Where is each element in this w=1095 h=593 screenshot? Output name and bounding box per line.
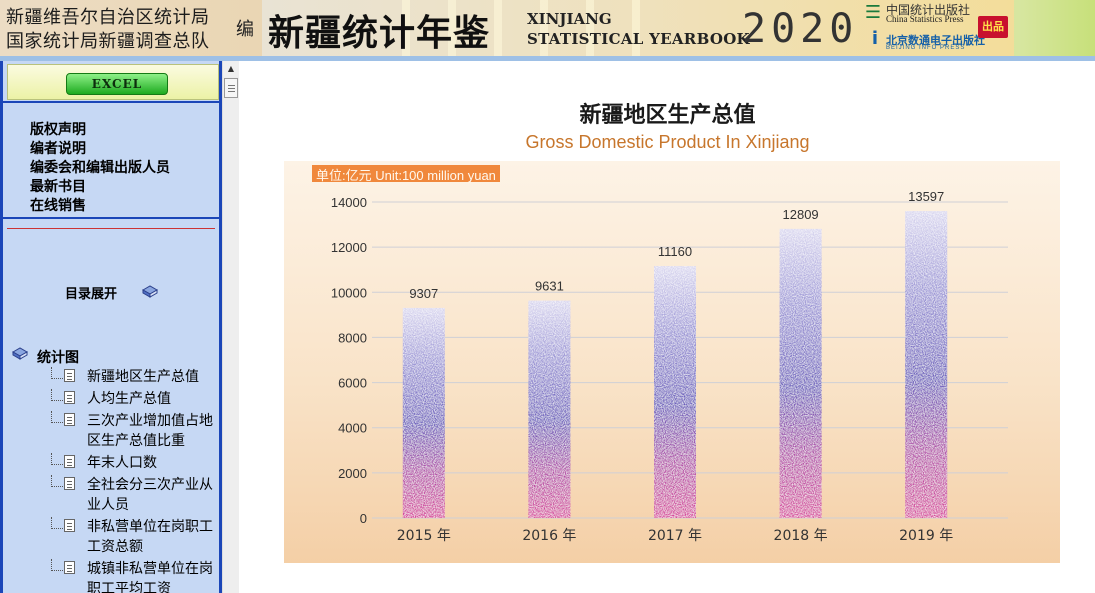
sidebar: EXCEL 版权声明 编者说明 编委会和编辑出版人员 最新书目 在线销售 目录展…: [0, 61, 222, 593]
tree-item-label[interactable]: 城镇非私营单位在岗职工平均工资: [87, 561, 213, 593]
document-icon: [64, 369, 75, 382]
y-tick-label: 10000: [331, 285, 367, 300]
publisher2-name-en: BEIJING INFO PRESS: [886, 45, 966, 51]
books-icon[interactable]: [11, 345, 29, 361]
x-tick-label: 2015 年: [397, 528, 451, 544]
sidebar-scrollbar[interactable]: ▲: [222, 61, 239, 593]
link-copyright[interactable]: 版权声明: [30, 122, 86, 138]
y-tick-label: 4000: [338, 421, 367, 436]
link-new-books[interactable]: 最新书目: [30, 179, 86, 195]
y-tick-label: 0: [360, 511, 367, 526]
link-editor-notes[interactable]: 编者说明: [30, 141, 86, 157]
tree-item-label[interactable]: 新疆地区生产总值: [87, 369, 199, 385]
tree-connector: [51, 559, 65, 571]
sidebar-divider: [3, 101, 219, 103]
tree-connector: [51, 453, 65, 465]
bar: [779, 228, 822, 518]
y-tick-label: 8000: [338, 330, 367, 345]
document-icon: [64, 519, 75, 532]
header-banner: 新疆维吾尔自治区统计局 国家统计局新疆调查总队 编 新疆统计年鉴 XINJIAN…: [0, 0, 1095, 56]
excel-panel: EXCEL: [7, 64, 219, 100]
china-statistics-press-icon: ☰: [864, 2, 882, 23]
chart-panel: 0 2000 4000 6000 8000 10000 12000 14000 9307 2015…: [240, 61, 1095, 593]
tree-item[interactable]: 非私营单位在岗职工工资总额: [47, 517, 217, 557]
product-badge: 出品: [978, 16, 1008, 38]
tree-item[interactable]: 全社会分三次产业从业人员: [47, 475, 217, 515]
scroll-up-arrow-icon[interactable]: ▲: [223, 61, 239, 77]
beijing-info-press-icon: i: [871, 28, 879, 49]
y-tick-label: 6000: [338, 376, 367, 391]
tree-connector: [51, 517, 65, 529]
y-tick-label: 2000: [338, 466, 367, 481]
tree-item-label[interactable]: 全社会分三次产业从业人员: [87, 477, 213, 513]
tree-item[interactable]: 城镇非私营单位在岗职工平均工资: [47, 559, 217, 593]
bar-value-label: 9631: [535, 279, 564, 294]
document-icon: [64, 391, 75, 404]
bar-value-label: 11160: [658, 244, 692, 259]
yearbook-title-en-line2: STATISTICAL YEARBOOK: [527, 30, 750, 48]
org-name-1: 新疆维吾尔自治区统计局: [6, 7, 210, 28]
bar-chart: 0 2000 4000 6000 8000 10000 12000 14000 9307 2015…: [284, 161, 1060, 563]
bar-value-label: 13597: [908, 189, 944, 204]
link-editorial-board[interactable]: 编委会和编辑出版人员: [30, 160, 170, 176]
publisher-logos: ☰ 中国统计出版社 China Statistics Press i 北京数通电…: [862, 0, 1014, 56]
tree-item[interactable]: 人均生产总值: [47, 389, 217, 409]
excel-button[interactable]: EXCEL: [66, 73, 168, 95]
link-online-sales[interactable]: 在线销售: [30, 198, 86, 214]
org-name-2: 国家统计局新疆调查总队: [6, 31, 210, 52]
bar-value-label: 12809: [783, 207, 819, 222]
toc-expand-link[interactable]: 目录展开: [65, 287, 118, 302]
document-icon: [64, 477, 75, 490]
x-tick-label: 2017 年: [648, 528, 702, 544]
tree-connector: [51, 475, 65, 487]
publisher1-name-cn: 中国统计出版社: [886, 3, 971, 17]
tree-item[interactable]: 年末人口数: [47, 453, 217, 473]
unit-label: 单位:亿元 Unit:100 million yuan: [316, 168, 496, 183]
x-tick-label: 2018 年: [774, 528, 828, 544]
tree-item[interactable]: 三次产业增加值占地区生产总值比重: [47, 411, 217, 451]
scrollbar-thumb[interactable]: [224, 78, 238, 98]
x-tick-label: 2019 年: [899, 528, 953, 544]
tree-connector: [51, 367, 65, 379]
yearbook-title-cn: 新疆统计年鉴: [268, 13, 491, 54]
sidebar-red-rule: [7, 228, 215, 229]
publisher2-name-cn: 北京数通电子出版社: [886, 34, 985, 47]
document-icon: [64, 455, 75, 468]
tree-connector: [51, 411, 65, 423]
chart-bars: [402, 211, 948, 518]
unit-tag: 单位:亿元 Unit:100 million yuan: [312, 165, 500, 183]
yearbook-year: 2020: [742, 6, 859, 52]
organization-block: 新疆维吾尔自治区统计局 国家统计局新疆调查总队: [0, 0, 228, 56]
sidebar-top-links: 版权声明 编者说明 编委会和编辑出版人员 最新书目 在线销售: [30, 121, 170, 216]
chart-subtitle: Gross Domestic Product In Xinjiang: [525, 132, 810, 152]
books-icon[interactable]: [141, 283, 159, 299]
edit-label: 编: [236, 19, 254, 40]
header-divider: [0, 56, 1095, 61]
tree-group-statistical-charts[interactable]: 统计图: [37, 350, 79, 366]
bar: [528, 300, 571, 518]
yearbook-title-en-line1: XINJIANG: [527, 10, 612, 28]
x-tick-label: 2016 年: [522, 528, 576, 544]
y-tick-label: 14000: [331, 195, 367, 210]
chart-labels: 0 2000 4000 6000 8000 10000 12000 14000 9307 2015…: [331, 189, 953, 544]
chart-title: 新疆地区生产总值: [579, 103, 756, 128]
bar: [905, 211, 948, 518]
document-icon: [64, 561, 75, 574]
tree-item-label[interactable]: 非私营单位在岗职工工资总额: [87, 519, 213, 555]
tree-item-label[interactable]: 人均生产总值: [87, 391, 171, 407]
publisher1-name-en: China Statistics Press: [886, 14, 964, 24]
y-tick-label: 12000: [331, 240, 367, 255]
chart-tree: 新疆地区生产总值 人均生产总值 三次产业增加值占地区生产总值比重 年末人口数 全…: [47, 367, 217, 593]
tree-item-label[interactable]: 三次产业增加值占地区生产总值比重: [87, 413, 213, 449]
tree-connector: [51, 389, 65, 401]
bar: [402, 307, 445, 518]
tree-item[interactable]: 新疆地区生产总值: [47, 367, 217, 387]
document-icon: [64, 413, 75, 426]
tree-item-label[interactable]: 年末人口数: [87, 455, 157, 471]
sidebar-divider: [3, 217, 219, 219]
title-decoration: [380, 0, 660, 56]
bar-value-label: 9307: [409, 286, 438, 301]
bar: [654, 266, 696, 518]
